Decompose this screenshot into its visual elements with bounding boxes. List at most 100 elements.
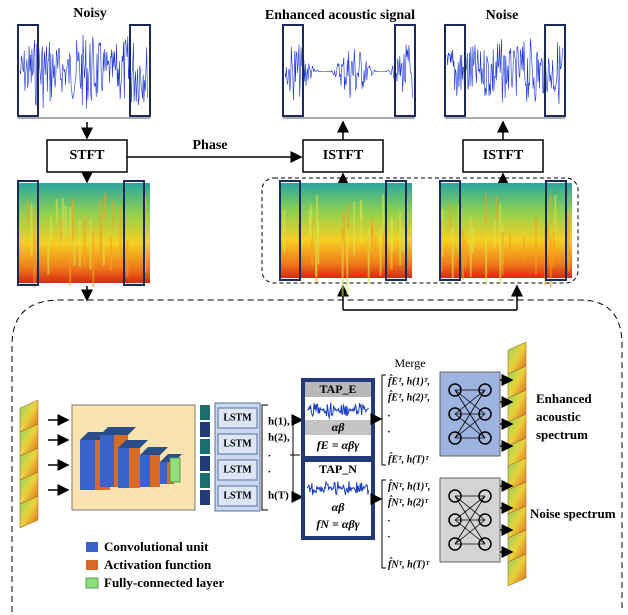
spectrogram-streak bbox=[375, 237, 377, 258]
spectrogram-streak bbox=[494, 219, 496, 249]
spectrogram-streak bbox=[92, 231, 94, 287]
spectrogram-streak bbox=[79, 220, 81, 267]
spectrogram-streak bbox=[27, 201, 29, 225]
spectrograms bbox=[18, 181, 572, 296]
phase-label: Phase bbox=[193, 138, 228, 153]
feature-map bbox=[200, 473, 210, 488]
merge-item: f̂Nᵀ, h(1)ᵀ, bbox=[388, 479, 431, 492]
spectrogram-streak bbox=[470, 217, 472, 277]
spectrogram-streak bbox=[390, 217, 392, 269]
legend-swatch bbox=[86, 542, 98, 552]
spectrogram-streak bbox=[309, 210, 311, 238]
merge-item: . bbox=[388, 513, 391, 524]
spectrogram-streak bbox=[380, 228, 382, 276]
enhanced-spectrum-label: spectrum bbox=[536, 427, 588, 442]
tap-e-title: TAP_E bbox=[319, 382, 356, 396]
merge-item: f̂Eᵀ, h(2)ᵀ, bbox=[388, 390, 430, 403]
spectrogram-streak bbox=[316, 195, 318, 246]
spectrogram-streak bbox=[403, 229, 405, 253]
frame-box bbox=[395, 25, 415, 116]
spectrogram-streak bbox=[372, 225, 374, 247]
spectrogram-streak bbox=[103, 237, 105, 266]
stft-label: STFT bbox=[69, 148, 105, 163]
legend-swatch bbox=[86, 578, 98, 588]
spectrogram-streak bbox=[509, 233, 511, 263]
legend-label: Activation function bbox=[104, 557, 212, 572]
spectrogram-streak bbox=[485, 235, 487, 285]
spectrogram-streak bbox=[113, 201, 115, 226]
merge-item: . bbox=[388, 529, 391, 540]
waveforms bbox=[18, 25, 565, 118]
hidden-state: h(2), bbox=[268, 432, 290, 444]
conv-unit bbox=[118, 448, 129, 488]
spectrogram-streak bbox=[60, 219, 62, 242]
merge-item: . bbox=[388, 408, 391, 419]
merge-item: f̂Nᵀ, h(2)ᵀ bbox=[388, 495, 429, 508]
conv-unit bbox=[160, 462, 167, 484]
spectrogram-streak bbox=[464, 239, 466, 268]
spectrogram-streak bbox=[346, 236, 348, 295]
spectrogram-streak bbox=[449, 204, 451, 230]
lstm-label: LSTM bbox=[223, 438, 252, 449]
spectrogram-streak bbox=[342, 240, 344, 297]
waveform bbox=[20, 35, 147, 109]
spectrogram-streak bbox=[110, 237, 112, 271]
merge-item: f̂Eᵀ, h(T)ᵀ bbox=[388, 452, 430, 465]
feature-map bbox=[200, 405, 210, 420]
merge-item: f̂Eᵀ, h(1)ᵀ, bbox=[388, 374, 430, 387]
title-noisy: Noisy bbox=[73, 6, 106, 21]
spectrogram-streak bbox=[550, 194, 552, 215]
merge-lists: f̂Eᵀ, h(1)ᵀ, f̂Eᵀ, h(2)ᵀ,.. f̂Eᵀ, h(T)ᵀ f̂N… bbox=[388, 374, 431, 570]
spectrogram-streak bbox=[535, 216, 537, 274]
noise-spectrum-label: Noise spectrum bbox=[530, 506, 616, 521]
merge-brackets bbox=[382, 375, 386, 568]
spectrogram-streak bbox=[472, 229, 474, 253]
spectrogram-streak bbox=[502, 232, 504, 275]
merge-item: . bbox=[388, 424, 391, 435]
activation-unit bbox=[129, 448, 140, 488]
spectrogram-streak bbox=[84, 214, 86, 266]
lstm-label: LSTM bbox=[223, 490, 252, 501]
title-enhanced: Enhanced acoustic signal bbox=[265, 8, 415, 23]
spectrogram-streak bbox=[126, 241, 128, 277]
conv-unit bbox=[100, 435, 114, 487]
spectrogram-streak bbox=[499, 204, 501, 233]
spectrogram-streak bbox=[568, 213, 570, 271]
conv-unit bbox=[140, 455, 150, 487]
activation-unit bbox=[150, 455, 160, 487]
hidden-state: . bbox=[268, 464, 271, 476]
feature-map bbox=[200, 439, 210, 454]
hidden-state: h(1), bbox=[268, 416, 290, 428]
lstm-label: LSTM bbox=[223, 412, 252, 423]
spectrogram-streak bbox=[547, 222, 549, 243]
spectrogram-streak bbox=[347, 204, 349, 228]
spectrogram-streak bbox=[283, 209, 285, 252]
spectrogram-streak bbox=[399, 212, 401, 265]
legend-swatch bbox=[86, 560, 98, 570]
spectrogram-streak bbox=[368, 227, 370, 284]
merge-label: Merge bbox=[394, 356, 425, 370]
spectrogram-streak bbox=[64, 206, 66, 236]
spectrogram-streak bbox=[523, 238, 525, 262]
enhanced-spectrum-label: Enhanced bbox=[536, 391, 592, 406]
spectrogram-streak bbox=[69, 207, 71, 251]
feature-map bbox=[200, 456, 210, 471]
spectrogram-streak bbox=[47, 240, 49, 274]
enhanced-spectrum-label: acoustic bbox=[536, 409, 581, 424]
spectrogram-streak bbox=[360, 200, 362, 221]
feature-map bbox=[200, 422, 210, 437]
spectrogram-streak bbox=[485, 194, 487, 224]
hidden-states: h(1),h(2),..h(T) bbox=[268, 416, 290, 502]
spectrogram-streak bbox=[315, 239, 317, 277]
spectrogram-streak bbox=[441, 209, 443, 257]
legend-label: Fully-connected layer bbox=[104, 575, 224, 590]
spectrogram-streak bbox=[104, 193, 106, 221]
spectrogram-streak bbox=[89, 219, 91, 270]
spectrogram-streak bbox=[73, 239, 75, 266]
tap-n-title: TAP_N bbox=[319, 462, 357, 476]
tap-n-formula: fN = αβγ bbox=[316, 517, 359, 531]
spectrogram-streak bbox=[499, 237, 501, 283]
hidden-state: . bbox=[268, 448, 271, 460]
spectrogram-streak bbox=[382, 194, 384, 233]
merge-item: f̂Nᵀ, h(T)ᵀ bbox=[388, 557, 430, 570]
